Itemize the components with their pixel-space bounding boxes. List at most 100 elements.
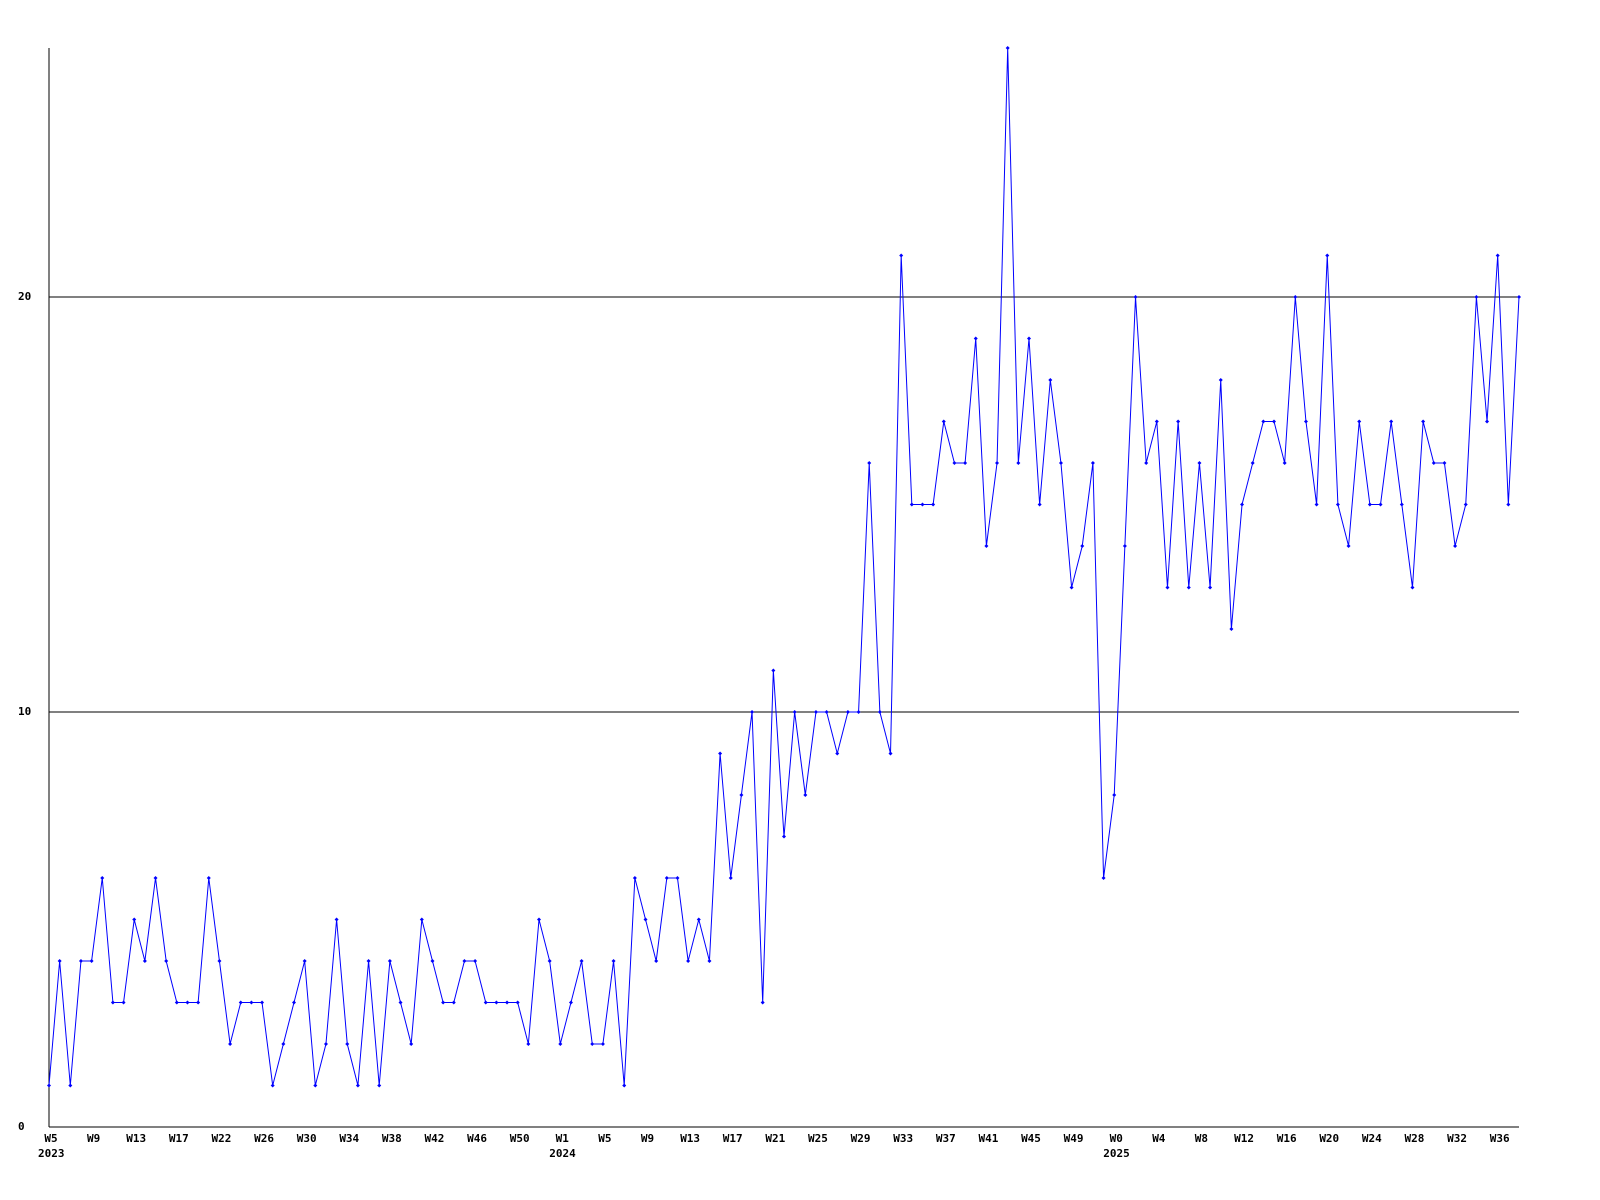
data-point: [1272, 419, 1276, 424]
data-point: [228, 1042, 233, 1046]
x-tick-label: W37: [936, 1132, 956, 1145]
x-tick-label: W33: [893, 1132, 913, 1145]
data-point: [494, 1000, 499, 1005]
data-point: [142, 959, 147, 963]
data-point: [387, 959, 392, 963]
x-tick-label: W49: [1064, 1132, 1084, 1145]
data-point: [323, 1042, 328, 1046]
x-tick-label: W38: [382, 1132, 402, 1145]
data-point: [505, 1000, 510, 1005]
data-point: [1506, 502, 1511, 507]
data-point: [888, 751, 893, 756]
data-point: [547, 959, 552, 963]
x-year-label: 2024: [549, 1147, 576, 1160]
x-tick-label: W8: [1195, 1132, 1208, 1145]
data-point: [302, 959, 307, 963]
data-point: [1325, 253, 1330, 258]
data-point: [686, 959, 691, 963]
x-tick-label: W50: [510, 1132, 530, 1145]
data-point: [1389, 419, 1394, 424]
data-point: [1314, 502, 1319, 507]
x-tick-label: W0: [1110, 1132, 1123, 1145]
data-point: [1357, 419, 1362, 424]
y-tick-label: 10: [18, 705, 31, 718]
x-year-label: 2023: [38, 1147, 65, 1160]
data-point: [68, 1083, 73, 1088]
data-point: [707, 959, 712, 963]
data-point: [1186, 585, 1191, 590]
x-tick-label: W13: [126, 1132, 146, 1145]
data-line: [48, 47, 1520, 1086]
data-point: [1421, 419, 1426, 424]
data-point: [78, 959, 83, 963]
data-point: [1027, 336, 1031, 341]
data-point: [217, 959, 222, 963]
y-tick-label: 20: [18, 290, 31, 303]
data-point: [164, 959, 169, 963]
data-point: [728, 876, 733, 880]
data-point: [313, 1083, 318, 1088]
data-point: [1165, 585, 1170, 590]
data-point: [1154, 419, 1159, 424]
data-point: [249, 1000, 254, 1005]
data-point: [1080, 544, 1085, 548]
x-tick-label: W12: [1234, 1132, 1254, 1145]
data-point: [611, 959, 616, 963]
data-point: [632, 876, 637, 880]
data-point: [590, 1042, 595, 1046]
data-point: [451, 1000, 456, 1005]
data-point: [1058, 461, 1063, 465]
x-tick-label: W24: [1362, 1132, 1382, 1145]
data-point: [1346, 544, 1351, 548]
data-point: [526, 1042, 531, 1046]
data-point: [409, 1042, 414, 1046]
data-point: [1218, 378, 1223, 382]
data-point: [643, 917, 648, 922]
x-tick-label: W16: [1277, 1132, 1297, 1145]
data-point: [856, 710, 861, 714]
data-point: [377, 1083, 382, 1088]
data-point: [835, 751, 840, 756]
data-point: [47, 1083, 51, 1088]
data-point: [675, 876, 680, 880]
data-point: [803, 793, 808, 797]
data-point: [600, 1042, 605, 1046]
data-point: [1250, 461, 1255, 465]
x-tick-label: W28: [1405, 1132, 1425, 1145]
data-point: [1133, 295, 1138, 299]
data-point: [1485, 419, 1490, 424]
data-point: [739, 793, 744, 797]
x-tick-label: W1: [556, 1132, 570, 1145]
x-tick-label: W29: [851, 1132, 871, 1145]
data-point: [100, 876, 105, 880]
data-point: [963, 461, 968, 465]
x-year-label: 2025: [1103, 1147, 1130, 1160]
data-point: [1101, 876, 1106, 880]
data-point: [984, 544, 989, 548]
data-point: [260, 1000, 265, 1005]
data-point: [174, 1000, 179, 1005]
data-point: [185, 1000, 190, 1005]
data-point: [1463, 502, 1468, 507]
data-point: [920, 502, 925, 507]
data-point: [654, 959, 659, 963]
data-point: [718, 751, 723, 756]
data-point: [760, 1000, 765, 1005]
data-point: [824, 710, 829, 714]
data-point: [579, 959, 584, 963]
data-point: [1293, 295, 1298, 299]
x-tick-label: W17: [169, 1132, 189, 1145]
data-point: [366, 959, 371, 963]
x-tick-label: W26: [254, 1132, 274, 1145]
data-point: [1261, 419, 1266, 424]
data-point: [292, 1000, 296, 1005]
x-tick-label: W36: [1490, 1132, 1510, 1145]
data-point: [1303, 419, 1308, 424]
data-point: [462, 959, 467, 963]
data-point: [1410, 585, 1415, 590]
x-tick-label: W25: [808, 1132, 828, 1145]
data-point: [441, 1000, 446, 1005]
data-point: [483, 1000, 488, 1005]
